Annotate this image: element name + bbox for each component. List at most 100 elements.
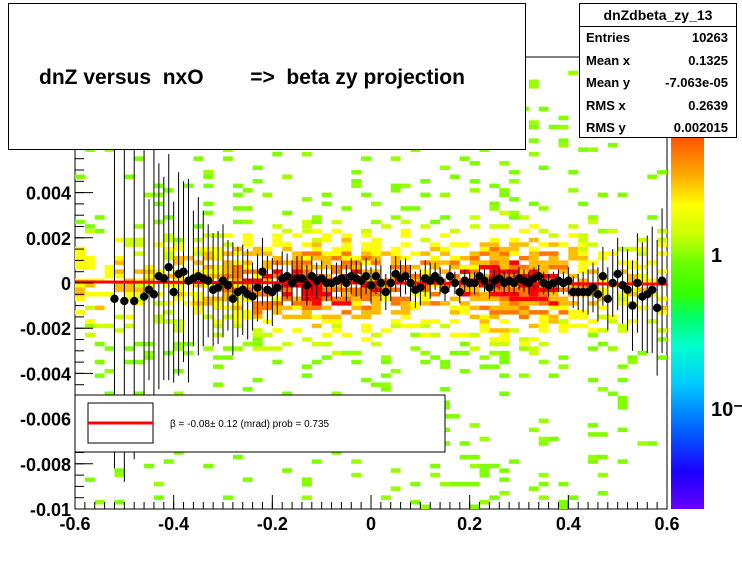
heatmap-cell	[301, 373, 312, 378]
heatmap-cell	[617, 377, 628, 383]
heatmap-cell	[459, 305, 470, 311]
heatmap-cell	[321, 237, 332, 243]
heatmap-cell	[331, 246, 342, 252]
heatmap-cell	[242, 206, 253, 211]
heatmap-cell	[647, 174, 658, 179]
heatmap-cell	[509, 237, 519, 243]
heatmap-cell	[607, 346, 618, 351]
heatmap-cell	[588, 219, 598, 225]
heatmap-cell	[144, 192, 154, 198]
heatmap-cell	[489, 251, 500, 256]
heatmap-cell	[84, 260, 95, 265]
heatmap-cell	[301, 495, 312, 500]
heatmap-cell	[223, 495, 233, 500]
heatmap-cell	[134, 341, 145, 347]
heatmap-cell	[578, 242, 589, 247]
heatmap-cell	[124, 346, 135, 351]
heatmap-cell	[469, 269, 480, 274]
heatmap-cell	[528, 350, 539, 356]
heatmap-cell	[528, 337, 539, 342]
heatmap-cell	[469, 161, 480, 166]
stats-value: 10263	[691, 30, 728, 45]
heatmap-cell	[558, 355, 569, 360]
heatmap-cell	[538, 260, 549, 265]
heatmap-cell	[479, 251, 490, 256]
heatmap-cell	[114, 472, 125, 478]
heatmap-cell	[114, 274, 125, 279]
x-tick-label: -0.6	[59, 514, 90, 534]
stats-label: Entries	[586, 30, 631, 45]
heatmap-cell	[528, 246, 539, 252]
heatmap-cell	[321, 314, 332, 320]
heatmap-cell	[282, 246, 293, 252]
heatmap-cell	[548, 373, 559, 378]
heatmap-cell	[114, 468, 125, 473]
heatmap-cell	[588, 423, 598, 428]
heatmap-cell	[578, 246, 589, 252]
heatmap-cell	[528, 264, 539, 270]
heatmap-cell	[321, 233, 332, 238]
heatmap-cell	[341, 246, 352, 252]
heatmap-cell	[203, 210, 214, 216]
heatmap-cell	[153, 495, 164, 500]
heatmap-cell	[371, 301, 381, 306]
heatmap-cell	[558, 264, 569, 270]
heatmap-cell	[361, 233, 371, 238]
heatmap-cell	[390, 246, 401, 252]
heatmap-cell	[509, 170, 519, 175]
profile-point	[480, 276, 489, 285]
heatmap-cell	[134, 296, 145, 302]
heatmap-cell	[449, 296, 460, 302]
heatmap-cell	[519, 292, 529, 297]
heatmap-cell	[499, 373, 510, 378]
stats-row-mean-x: Mean x 0.1325	[580, 50, 736, 73]
heatmap-cell	[232, 206, 243, 211]
heatmap-cell	[459, 368, 470, 374]
heatmap-cell	[84, 224, 95, 229]
heatmap-cell	[528, 296, 539, 302]
stats-label: Mean y	[586, 75, 631, 90]
heatmap-cell	[519, 215, 529, 220]
profile-point	[164, 262, 173, 272]
heatmap-cell	[301, 197, 312, 202]
heatmap-cell	[617, 192, 628, 198]
heatmap-cell	[380, 328, 391, 333]
heatmap-cell	[292, 301, 302, 306]
heatmap-cell	[558, 260, 569, 265]
profile-point	[253, 283, 262, 292]
heatmap-cell	[459, 350, 470, 356]
heatmap-cell	[390, 188, 401, 193]
heatmap-cell	[213, 355, 223, 360]
heatmap-cell	[568, 314, 579, 320]
heatmap-cell	[124, 242, 135, 247]
heatmap-cell	[301, 151, 312, 157]
heatmap-cell	[558, 138, 569, 143]
heatmap-cell	[617, 364, 628, 369]
heatmap-cell	[509, 301, 519, 306]
heatmap-cell	[519, 346, 529, 351]
heatmap-cell	[479, 500, 490, 505]
heatmap-cell	[519, 301, 529, 306]
heatmap-cell	[242, 237, 253, 243]
heatmap-cell	[499, 224, 510, 229]
heatmap-cell	[528, 427, 539, 433]
heatmap-cell	[114, 283, 125, 288]
heatmap-cell	[124, 296, 135, 302]
heatmap-cell	[519, 337, 529, 342]
heatmap-cell	[568, 251, 579, 256]
heatmap-cell	[75, 310, 85, 315]
profile-point	[282, 272, 292, 281]
heatmap-cell	[479, 305, 490, 311]
heatmap-cell	[134, 269, 145, 274]
heatmap-cell	[114, 500, 125, 505]
heatmap-cell	[489, 201, 500, 207]
heatmap-cell	[509, 328, 519, 333]
heatmap-cell	[311, 323, 322, 329]
heatmap-cell	[410, 264, 421, 270]
heatmap-cell	[489, 206, 500, 211]
heatmap-cell	[499, 477, 510, 482]
x-tick-label: -0.2	[257, 514, 288, 534]
heatmap-cell	[380, 359, 391, 365]
heatmap-cell	[499, 255, 510, 261]
heatmap-cell	[538, 436, 549, 442]
